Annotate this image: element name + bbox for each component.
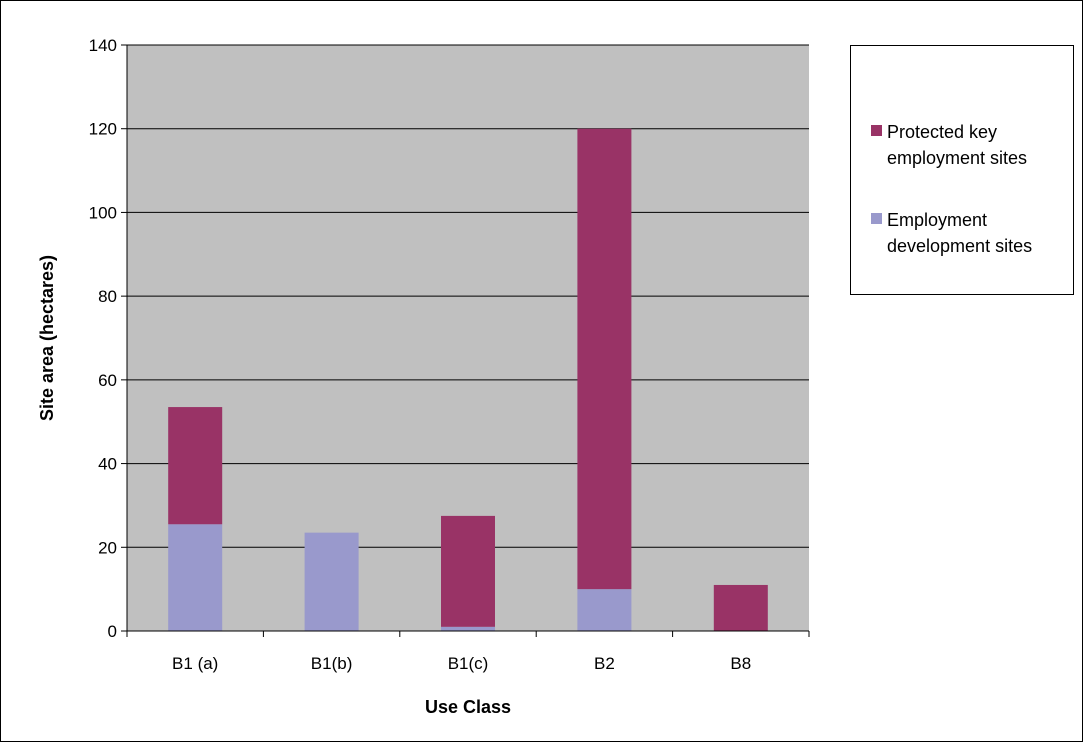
y-tick-label: 20: [98, 538, 117, 557]
x-tick-label: B1(c): [448, 654, 489, 673]
y-tick-label: 60: [98, 371, 117, 390]
bar-protected-3: [577, 128, 632, 590]
y-tick-label: 100: [89, 203, 117, 222]
y-tick-label: 80: [98, 287, 117, 306]
bar-development-3: [577, 589, 632, 631]
y-tick-label: 140: [89, 36, 117, 55]
y-tick-label: 0: [108, 622, 117, 641]
bar-development-0: [168, 524, 223, 631]
bar-protected-4: [713, 584, 768, 631]
y-axis-title: Site area (hectares): [37, 255, 57, 421]
y-tick-label: 120: [89, 120, 117, 139]
legend-swatch-protected: [871, 125, 882, 136]
legend-label-development: Employment development sites: [887, 210, 1033, 256]
bar-protected-0: [168, 407, 223, 525]
x-axis-title: Use Class: [425, 697, 511, 717]
bar-protected-2: [441, 515, 495, 627]
x-tick-label: B1 (a): [172, 654, 218, 673]
bar-development-1: [304, 532, 359, 631]
y-tick-label: 40: [98, 455, 117, 474]
x-tick-label: B2: [594, 654, 615, 673]
bar-development-2: [441, 626, 495, 631]
x-tick-label: B8: [730, 654, 751, 673]
legend-label-protected: Protected key employment sites: [887, 122, 1028, 168]
legend: Protected key employment sites Employmen…: [850, 45, 1074, 295]
x-tick-label: B1(b): [311, 654, 353, 673]
legend-swatch-development: [871, 213, 882, 224]
